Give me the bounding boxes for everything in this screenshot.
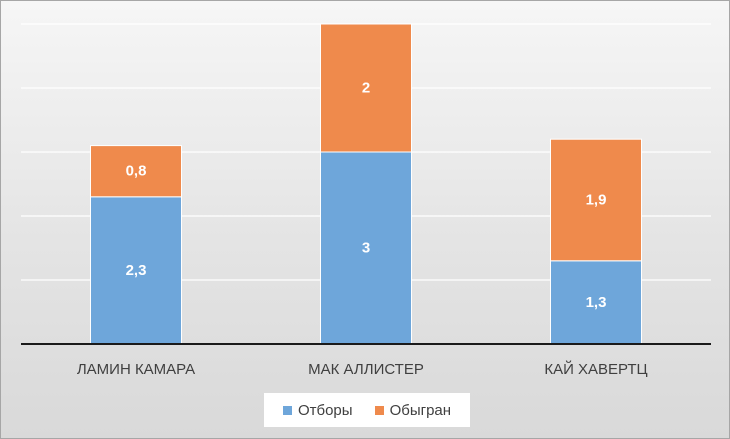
legend-label-obygran: Обыгран — [389, 401, 452, 419]
bar-obygran-0 — [90, 145, 182, 198]
data-label-otbory-1: 3 — [362, 240, 370, 257]
legend-item-obygran: Обыгран — [374, 401, 452, 419]
category-labels: ЛАМИН КАМАРА МАК АЛЛИСТЕР КАЙ ХАВЕРТЦ — [77, 360, 648, 378]
legend: Отборы Обыгран — [264, 393, 470, 427]
legend-item-otbory: Отборы — [282, 401, 353, 419]
data-label-otbory-2: 1,3 — [586, 294, 607, 311]
data-label-obygran-2: 1,9 — [586, 192, 607, 209]
category-label-0: ЛАМИН КАМАРА — [77, 361, 195, 378]
legend-swatch-otbory — [282, 405, 292, 415]
bar-obygran-2 — [550, 138, 642, 262]
category-label-2: КАЙ ХАВЕРТЦ — [544, 360, 647, 378]
bar-otbory-0 — [90, 196, 182, 345]
category-label-1: МАК АЛЛИСТЕР — [308, 361, 424, 378]
legend-swatch-obygran — [374, 405, 384, 415]
bar-obygran-1 — [320, 23, 412, 153]
data-label-otbory-0: 2,3 — [126, 262, 147, 279]
data-label-obygran-0: 0,8 — [126, 163, 147, 180]
legend-label-otbory: Отборы — [297, 401, 353, 419]
data-label-obygran-1: 2 — [362, 80, 370, 97]
bars — [90, 23, 642, 345]
data-labels: 2,3 0,8 3 2 1,3 1,9 — [126, 80, 607, 311]
